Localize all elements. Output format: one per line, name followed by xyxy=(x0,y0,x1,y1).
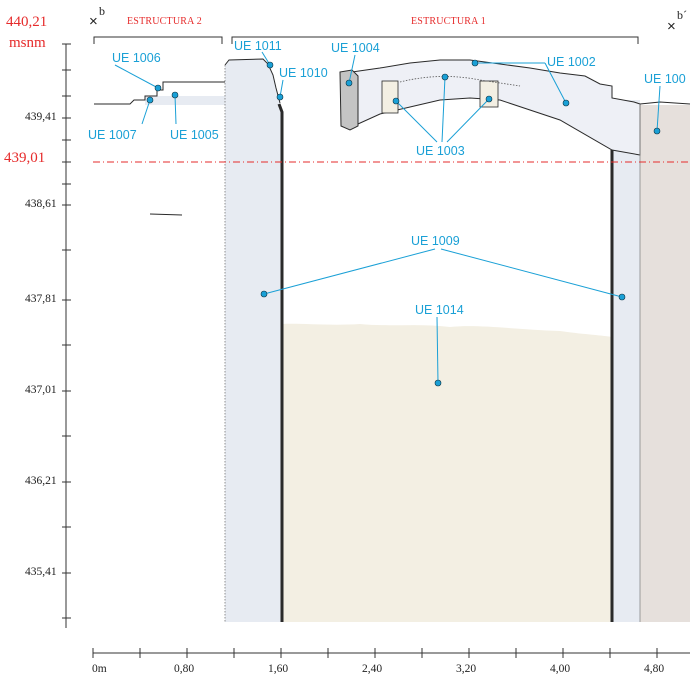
estructura-1-label: ESTRUCTURA 1 xyxy=(411,16,486,27)
vault-structure xyxy=(339,59,641,156)
marker-b-letter: b xyxy=(99,4,105,18)
leader-ue-1014 xyxy=(436,316,439,384)
label-ue-1011: UE 1011 xyxy=(234,39,282,53)
section-marker-b: × b xyxy=(89,4,105,30)
v-label-436-21: 436,21 xyxy=(25,475,57,487)
v-label-438-61: 438,61 xyxy=(25,198,57,210)
vertical-scale-ticks xyxy=(62,43,71,619)
v-label-439-41: 439,41 xyxy=(25,111,57,123)
right-outer-deposit xyxy=(640,105,690,622)
label-ue-1005: UE 1005 xyxy=(170,128,219,142)
label-ue-1007: UE 1007 xyxy=(88,128,137,142)
reference-level-value: 439,01 xyxy=(4,150,45,166)
h-label-4-80: 4,80 xyxy=(644,663,664,675)
label-ue-1003: UE 1003 xyxy=(416,144,465,158)
point-markers xyxy=(146,59,661,387)
leader-ue-1004 xyxy=(348,54,356,84)
right-top-surface xyxy=(639,101,691,105)
leader-ue-1003-a xyxy=(395,100,438,143)
marker-b-cross: × xyxy=(89,13,98,30)
vault-block-right xyxy=(479,80,499,108)
point-ue-1007 xyxy=(146,96,154,104)
h-label-0m: 0m xyxy=(92,663,107,675)
point-ue-1011 xyxy=(266,61,274,69)
point-ue-1002-b xyxy=(562,99,570,107)
datum-header: 440,21 msnm × b × b´ xyxy=(6,4,687,51)
label-ue-1004: UE 1004 xyxy=(331,41,380,55)
v-label-437-81: 437,81 xyxy=(25,293,57,305)
h-label-4-00: 4,00 xyxy=(550,663,570,675)
point-ue-100 xyxy=(653,127,661,135)
vault-shape xyxy=(351,59,641,156)
leader-ue-1007 xyxy=(141,99,151,125)
point-ue-1005 xyxy=(171,91,179,99)
label-ue-1009: UE 1009 xyxy=(411,234,460,248)
label-ue-1010: UE 1010 xyxy=(279,66,328,80)
h-label-1-60: 1,60 xyxy=(268,663,288,675)
isolated-line-mark xyxy=(149,213,183,216)
point-ue-1010 xyxy=(276,93,284,101)
point-ue-1002-a xyxy=(471,59,479,67)
label-ue-1006: UE 1006 xyxy=(112,51,161,65)
datum-unit: msnm xyxy=(9,35,46,51)
marker-b-prime-cross: × xyxy=(667,18,676,35)
datum-top-value: 440,21 xyxy=(6,14,47,30)
structure-2-outline xyxy=(94,81,225,105)
h-label-2-40: 2,40 xyxy=(362,663,382,675)
leader-ue-1003-c xyxy=(446,98,490,143)
point-ue-1004 xyxy=(345,79,353,87)
label-ue-100: UE 100 xyxy=(644,72,686,86)
horizontal-scale: 0m 0,80 1,60 2,40 3,20 4,00 4,80 xyxy=(92,648,690,675)
point-ue-1003-b xyxy=(441,73,449,81)
bracket-estructura-2 xyxy=(93,36,223,44)
bracket-estructura-1 xyxy=(231,36,639,44)
leader-ue-1009-b xyxy=(440,248,623,298)
well-interior-upper xyxy=(282,110,612,325)
label-ue-1002: UE 1002 xyxy=(547,55,596,69)
v-label-437-01: 437,01 xyxy=(25,384,57,396)
left-wall-fill xyxy=(225,59,282,622)
structure-2-fill xyxy=(145,96,225,105)
horizontal-scale-ticks xyxy=(92,648,658,658)
label-ue-1014: UE 1014 xyxy=(415,303,464,317)
section-outlines xyxy=(94,58,691,622)
v-label-435-41: 435,41 xyxy=(25,566,57,578)
leader-ue-1009-a xyxy=(263,248,436,295)
ue-labels: UE 1006 UE 1007 UE 1005 UE 1011 UE 1010 … xyxy=(88,39,686,317)
leader-ue-100 xyxy=(656,85,661,132)
point-ue-1006 xyxy=(154,84,162,92)
vault-block-left xyxy=(381,80,399,114)
leader-ue-1006 xyxy=(114,64,159,89)
section-fills xyxy=(145,59,690,622)
vault-inner-dotted xyxy=(399,76,521,87)
point-ue-1014 xyxy=(434,379,442,387)
h-label-3-20: 3,20 xyxy=(456,663,476,675)
point-ue-1009-a xyxy=(260,290,268,298)
marker-b-prime-letter: b´ xyxy=(677,8,687,22)
point-ue-1003-c xyxy=(485,95,493,103)
left-wall-inner-edge xyxy=(277,103,284,622)
h-label-0-80: 0,80 xyxy=(174,663,194,675)
cap-stone xyxy=(339,69,359,131)
leader-ue-1005 xyxy=(174,94,177,125)
point-ue-1003-a xyxy=(392,97,400,105)
well-fill-deposit xyxy=(282,323,612,622)
section-marker-b-prime: × b´ xyxy=(667,8,687,35)
vertical-scale: 439,41 438,61 437,81 437,01 436,21 435,4… xyxy=(25,43,71,628)
structure-brackets xyxy=(93,36,639,44)
right-wall-fill xyxy=(612,100,640,622)
leader-ue-1003-b xyxy=(441,76,446,143)
point-ue-1009-b xyxy=(618,293,626,301)
estructura-2-label: ESTRUCTURA 2 xyxy=(127,16,202,27)
reference-level: 439,01 xyxy=(4,150,688,166)
leader-ue-1002-b xyxy=(544,62,567,104)
